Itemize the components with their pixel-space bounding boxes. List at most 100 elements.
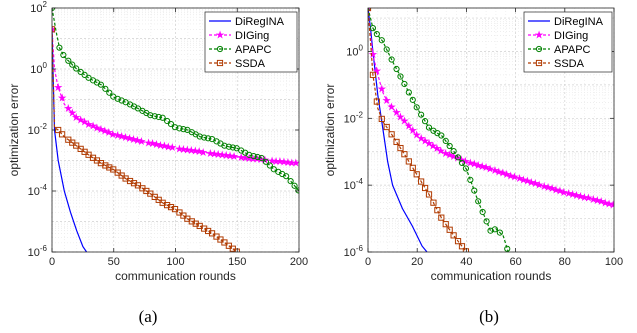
data-point: [147, 190, 154, 197]
x-tick-label: 80: [559, 256, 571, 268]
data-point: ★: [473, 159, 483, 172]
data-point: ★: [283, 156, 293, 169]
data-point: ★: [519, 173, 529, 186]
legend-marker: ★: [215, 29, 225, 42]
legend-label: DiRegINA: [235, 16, 285, 28]
data-point: [151, 113, 158, 120]
series-group: ★★★★★★★★★★★★★★★★★★★★★★★★★★★★★★★★★★★★★★★★…: [368, 8, 618, 252]
data-point: ★: [580, 191, 590, 204]
data-point: [229, 144, 236, 151]
data-point: [110, 166, 117, 173]
data-point: ★: [572, 189, 582, 202]
data-point: [442, 137, 449, 144]
data-point: [483, 218, 490, 225]
y-tick-label: 10-4: [344, 177, 364, 192]
data-point: [81, 71, 88, 78]
data-point: ★: [392, 106, 402, 119]
data-point: [471, 187, 478, 194]
data-point: [295, 187, 299, 194]
data-point: [167, 204, 175, 211]
data-point: ★: [600, 196, 610, 209]
data-point: ★: [275, 155, 285, 168]
data-point: ★: [551, 183, 561, 196]
data-point: ★: [186, 144, 196, 157]
data-point: [462, 248, 470, 252]
legend-marker: ★: [534, 29, 544, 42]
data-point: [393, 138, 400, 146]
y-tick-label: 102: [30, 0, 47, 15]
data-point: ★: [104, 126, 114, 139]
data-point: [266, 162, 273, 169]
data-point: [180, 126, 187, 133]
data-point: ★: [80, 116, 90, 129]
data-point: [378, 37, 385, 44]
y-tick-label: 100: [346, 43, 363, 58]
data-point: [118, 97, 125, 104]
data-point: ★: [279, 156, 289, 169]
data-point: ★: [96, 123, 106, 136]
data-point: ★: [530, 177, 540, 190]
y-tick-label: 10-6: [344, 244, 364, 259]
data-point: [418, 178, 425, 185]
data-point: ★: [412, 129, 422, 142]
data-point: [73, 65, 80, 72]
data-point: [225, 143, 232, 150]
data-point: [287, 178, 294, 185]
data-point: [442, 221, 449, 228]
legend-box: [204, 11, 298, 73]
data-point: ★: [190, 145, 200, 158]
data-point: ★: [576, 190, 586, 203]
legend-marker: [535, 59, 543, 67]
data-point: [438, 132, 445, 139]
data-point: ★: [213, 148, 223, 161]
data-point: [454, 154, 462, 161]
x-tick-label: 150: [228, 256, 246, 268]
data-point: ★: [155, 139, 165, 152]
data-point: [159, 114, 166, 121]
data-point: ★: [539, 180, 549, 193]
data-point: ★: [163, 140, 173, 153]
data-point: [373, 30, 380, 38]
data-point: ★: [604, 197, 614, 210]
data-point: ★: [460, 155, 470, 168]
data-point: [221, 239, 228, 246]
panel-caption: (a): [139, 307, 158, 326]
data-point: [60, 51, 67, 59]
data-point: [425, 124, 433, 131]
legend-label: APAPC: [235, 44, 272, 56]
x-tick-label: 60: [509, 256, 521, 268]
data-point: [369, 25, 377, 32]
data-point: ★: [432, 142, 442, 155]
x-tick-label: 100: [605, 256, 623, 268]
data-point: ★: [182, 144, 192, 157]
panel-caption: (b): [479, 307, 499, 326]
data-point: ★: [449, 150, 459, 163]
data-point: ★: [564, 187, 574, 200]
data-point: [475, 198, 482, 205]
data-point: ★: [526, 176, 536, 189]
x-axis-label: communication rounds: [115, 269, 236, 283]
chart-panel-1: ★★★★★★★★★★★★★★★★★★★★★★★★★★★★★★★★★★★★★★★★…: [7, 0, 308, 326]
data-point: [176, 125, 183, 132]
data-point: [421, 118, 429, 125]
data-point: [291, 182, 298, 189]
markers-SSDA: [52, 26, 240, 252]
legend-marker: [535, 45, 543, 53]
data-point: ★: [515, 172, 525, 185]
data-point: ★: [608, 199, 618, 212]
data-point: [102, 85, 109, 92]
data-point: ★: [588, 193, 598, 206]
data-point: ★: [108, 128, 118, 141]
markers-APAPC: [368, 8, 511, 252]
data-point: [409, 164, 416, 171]
legend-marker: [216, 45, 224, 53]
data-point: ★: [494, 165, 504, 178]
data-point: [401, 151, 408, 158]
data-point: [421, 184, 429, 192]
data-point: ★: [57, 92, 67, 105]
data-point: [373, 98, 380, 105]
data-point: ★: [225, 150, 235, 163]
markers-DIGing: ★★★★★★★★★★★★★★★★★★★★★★★★★★★★★★★★★★★★★★★★…: [368, 8, 618, 212]
data-point: [418, 111, 425, 118]
data-point: [467, 176, 474, 184]
